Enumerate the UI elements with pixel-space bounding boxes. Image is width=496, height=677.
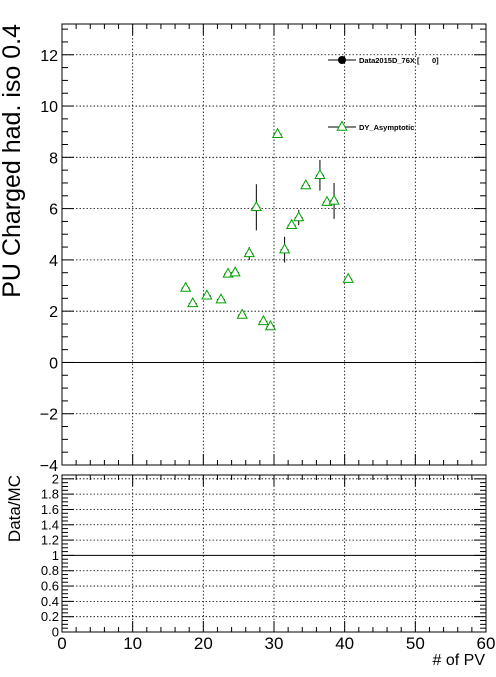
ratio-y-tick-label: 0.4	[41, 594, 59, 609]
triangle-marker	[187, 296, 199, 308]
data-point	[271, 127, 284, 138]
main-y-tick-label: 12	[40, 48, 58, 65]
triangle-marker	[286, 218, 298, 229]
triangle-marker	[278, 243, 291, 254]
triangle-marker	[342, 272, 354, 283]
ratio-y-tick-label: 1.2	[41, 533, 59, 548]
ratio-x-tick-label: 20	[194, 634, 213, 653]
data-point	[257, 314, 270, 326]
ratio-y-axis-title: Data/MC	[5, 475, 24, 542]
main-y-tick-label: 4	[49, 253, 58, 270]
main-y-tick-label: −4	[40, 458, 58, 475]
data-point	[342, 272, 354, 283]
ratio-y-tick-label: 0.8	[41, 563, 59, 578]
triangle-marker	[314, 168, 326, 179]
data-point	[286, 218, 298, 229]
main-y-tick-labels: −4 −2 0 2 4 6 8 10 12	[40, 48, 58, 475]
ratio-y-tick-label: 0	[52, 625, 59, 640]
main-y-axis-title: PU Charged had. iso 0.4	[0, 24, 26, 298]
ratio-y-tick-label: 1.6	[41, 502, 59, 517]
ratio-y-tick-label: 1.8	[41, 487, 59, 502]
triangle-marker	[250, 200, 262, 212]
triangle-marker	[271, 127, 284, 138]
main-y-tick-label: 6	[49, 202, 58, 219]
main-y-tick-label: 0	[49, 355, 58, 372]
main-y-tick-label: −2	[40, 407, 58, 424]
triangle-marker	[257, 314, 270, 326]
triangle-marker	[215, 293, 227, 304]
triangle-marker	[264, 320, 277, 331]
main-y-tick-label: 2	[49, 304, 58, 321]
ratio-x-tick-label: 0	[57, 634, 66, 653]
ratio-y-tick-labels: 00.20.40.60.811.21.41.61.82	[41, 471, 59, 639]
data-point	[215, 293, 227, 304]
data-point	[328, 182, 340, 219]
triangle-marker	[243, 246, 255, 258]
ratio-y-tick-label: 0.2	[41, 609, 59, 624]
ratio-y-tick-label: 1.4	[41, 517, 59, 532]
ratio-x-tick-label: 60	[477, 634, 496, 653]
ratio-x-tick-labels: 0 10 20 30 40 50 60	[57, 634, 495, 653]
triangle-marker	[201, 289, 213, 300]
ratio-plot-frame	[61, 474, 487, 633]
legend-mc-marker	[336, 120, 348, 131]
legend-data-label: Data2015D_76X [ 0]	[359, 56, 439, 65]
legend-mc-label: DY_Asymptotic	[359, 123, 414, 132]
data-point	[314, 159, 326, 191]
ratio-x-tick-label: 40	[335, 634, 354, 653]
data-point	[293, 209, 305, 226]
data-point	[300, 178, 312, 190]
data-point	[187, 296, 199, 308]
main-data-points	[180, 127, 354, 331]
ratio-grid	[62, 475, 486, 632]
data-point	[180, 281, 192, 292]
data-point	[264, 320, 277, 331]
ratio-y-tick-label: 0.6	[41, 579, 59, 594]
triangle-marker	[236, 308, 248, 319]
triangle-marker	[293, 211, 305, 222]
main-plot-frame	[61, 23, 487, 466]
ratio-x-tick-label: 30	[265, 634, 284, 653]
ratio-y-tick-label: 2	[52, 471, 59, 486]
data-point	[250, 184, 262, 231]
data-point	[236, 308, 248, 319]
main-ticks	[61, 24, 487, 466]
data-point	[201, 289, 213, 300]
data-point	[278, 236, 291, 263]
triangle-marker	[300, 178, 312, 190]
main-y-tick-label: 10	[40, 99, 58, 116]
data-point	[243, 246, 255, 260]
ratio-y-tick-label: 1	[52, 548, 59, 563]
data-point	[229, 266, 241, 277]
legend: Data2015D_76X [ 0] DY_Asymptotic	[328, 56, 439, 132]
ratio-x-tick-label: 50	[406, 634, 425, 653]
ratio-x-tick-label: 10	[123, 634, 142, 653]
x-axis-title: # of PV	[433, 652, 486, 669]
legend-data-marker	[338, 56, 346, 64]
triangle-marker	[180, 281, 192, 292]
triangle-marker	[229, 266, 241, 277]
triangle-marker	[328, 194, 340, 205]
main-y-tick-label: 8	[49, 150, 58, 167]
main-grid	[62, 24, 486, 466]
